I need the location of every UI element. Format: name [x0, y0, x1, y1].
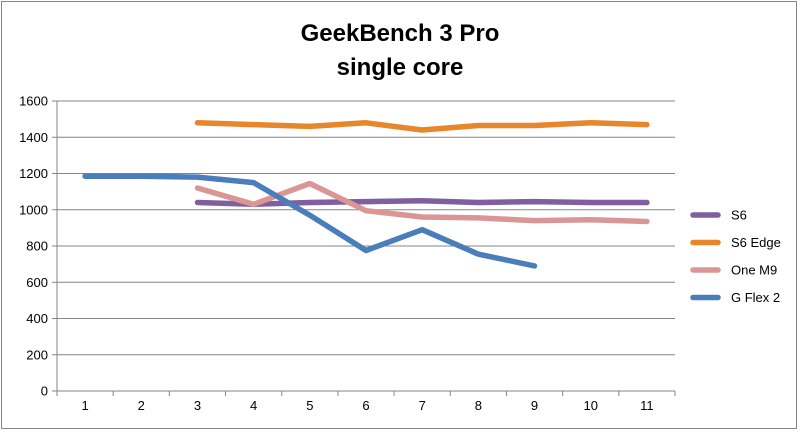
- legend-label: S6 Edge: [731, 235, 781, 250]
- series-lines: [82, 120, 650, 269]
- chart-subtitle: single core: [337, 54, 464, 81]
- legend-label: S6: [731, 208, 747, 223]
- legend-label: One M9: [731, 263, 777, 278]
- grid: [57, 100, 675, 356]
- x-tick-label: 2: [138, 398, 145, 413]
- y-tick-label: 1200: [19, 166, 48, 181]
- series-line-one-m9: [194, 180, 650, 225]
- x-tick-label: 9: [531, 398, 538, 413]
- series-line-g-flex-2: [82, 173, 538, 269]
- legend-label: G Flex 2: [731, 290, 780, 305]
- x-tick-label: 1: [81, 398, 88, 413]
- series-line-s6-edge: [194, 120, 650, 133]
- x-tick-label: 10: [583, 398, 597, 413]
- x-tick-label: 4: [250, 398, 257, 413]
- axes: [52, 100, 676, 396]
- x-tick-label: 5: [306, 398, 313, 413]
- x-tick-label: 11: [640, 398, 654, 413]
- y-tick-label: 1000: [19, 202, 48, 217]
- y-tick-label: 800: [26, 239, 48, 254]
- y-tick-label: 1400: [19, 130, 48, 145]
- y-tick-label: 600: [26, 275, 48, 290]
- chart-title: GeekBench 3 Pro: [301, 20, 500, 47]
- x-tick-label: 8: [475, 398, 482, 413]
- y-tick-label: 1600: [19, 94, 48, 109]
- y-tick-label: 400: [26, 311, 48, 326]
- series-line-s6: [194, 197, 650, 208]
- x-tick-label: 7: [419, 398, 426, 413]
- x-tick-labels: 1 2 3 4 5 6 7 8 9 10 11: [81, 398, 653, 413]
- y-tick-label: 200: [26, 347, 48, 362]
- x-tick-label: 3: [194, 398, 201, 413]
- y-tick-labels: 0 200 400 600 800 1000 1200 1400 1600: [19, 94, 48, 399]
- legend: S6 S6 Edge One M9 G Flex 2: [690, 208, 781, 305]
- y-tick-label: 0: [41, 384, 48, 399]
- x-tick-label: 6: [362, 398, 369, 413]
